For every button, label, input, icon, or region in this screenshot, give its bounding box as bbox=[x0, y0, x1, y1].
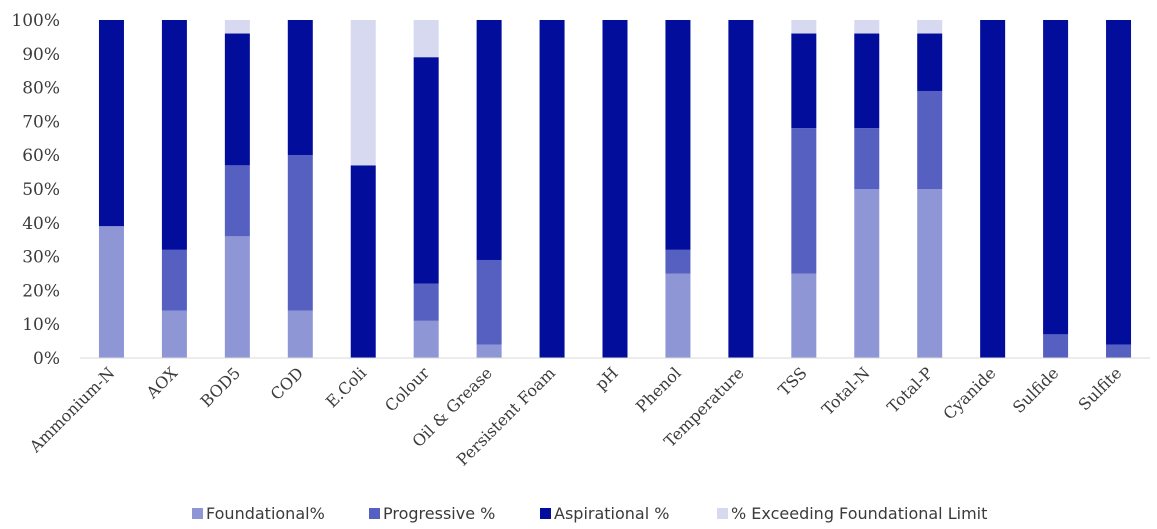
bar-segment bbox=[1043, 334, 1069, 358]
bar-segment bbox=[791, 33, 817, 129]
bar-segment bbox=[413, 57, 439, 284]
bar-segment bbox=[917, 33, 943, 91]
x-category-label: Total-N bbox=[818, 363, 874, 419]
x-category-label: E.Coli bbox=[322, 363, 370, 411]
legend-swatch bbox=[369, 508, 380, 519]
bar-segment bbox=[413, 320, 439, 358]
x-category-label: Ammonium-N bbox=[25, 363, 118, 456]
bar-segment bbox=[791, 128, 817, 274]
bar-segment bbox=[476, 344, 502, 358]
bar-segment bbox=[224, 20, 250, 34]
bar-segment bbox=[476, 259, 502, 345]
x-category-label: BOD5 bbox=[197, 363, 245, 411]
y-axis: 0% 10% 20% 30% 40% 50% 60% 70% 80% 90% 100% bbox=[11, 11, 60, 369]
y-tick-label: 60% bbox=[22, 146, 60, 166]
bar-segment bbox=[287, 155, 313, 311]
bar-segment bbox=[224, 33, 250, 166]
bar-segment bbox=[665, 273, 691, 358]
bar-segment bbox=[161, 249, 187, 311]
bar-segment bbox=[665, 20, 691, 250]
y-tick-label: 50% bbox=[22, 180, 60, 200]
bar-segment bbox=[1106, 20, 1132, 345]
bar-segment bbox=[917, 90, 943, 189]
bar-segment bbox=[1043, 20, 1069, 335]
y-tick-label: 100% bbox=[11, 11, 60, 31]
legend-swatch bbox=[540, 508, 551, 519]
bar-segment bbox=[602, 20, 628, 358]
bar-segment bbox=[161, 20, 187, 250]
bar-segment bbox=[224, 236, 250, 358]
bar-segment bbox=[854, 20, 880, 34]
bar-segment bbox=[854, 33, 880, 129]
x-category-label: Cyanide bbox=[939, 363, 999, 423]
x-category-label: TSS bbox=[774, 363, 810, 399]
bar-segment bbox=[980, 20, 1006, 358]
y-tick-label: 30% bbox=[22, 248, 60, 268]
y-tick-label: 20% bbox=[22, 281, 60, 301]
y-tick-label: 40% bbox=[22, 214, 60, 234]
bar-segment bbox=[917, 20, 943, 34]
bar-segment bbox=[161, 310, 187, 358]
bar-segment bbox=[350, 165, 376, 358]
bar-segment bbox=[413, 283, 439, 321]
legend-label: Aspirational % bbox=[554, 504, 669, 523]
y-tick-label: 0% bbox=[33, 349, 60, 369]
x-category-label: Sulfite bbox=[1074, 363, 1125, 414]
bar-segment bbox=[98, 20, 124, 227]
bar-segment bbox=[224, 165, 250, 237]
bar-segment bbox=[665, 249, 691, 274]
legend: Foundational% Progressive % Aspirational %… bbox=[192, 504, 987, 523]
x-category-label: pH bbox=[591, 363, 622, 394]
bar-segment bbox=[791, 273, 817, 358]
bar-segment bbox=[728, 20, 754, 358]
bar-segment bbox=[539, 20, 565, 358]
legend-swatch bbox=[192, 508, 203, 519]
legend-label: % Exceeding Foundational Limit bbox=[731, 504, 987, 523]
legend-label: Foundational% bbox=[206, 504, 325, 523]
bar-segment bbox=[917, 189, 943, 358]
bar-segment bbox=[413, 20, 439, 58]
bars-group bbox=[98, 20, 1132, 358]
x-category-label: Sulfide bbox=[1009, 363, 1063, 417]
bar-segment bbox=[854, 189, 880, 358]
bar-segment bbox=[287, 20, 313, 156]
legend-swatch bbox=[717, 508, 728, 519]
x-category-label: Phenol bbox=[632, 363, 685, 416]
legend-label: Progressive % bbox=[383, 504, 495, 523]
bar-segment bbox=[854, 128, 880, 189]
bar-segment bbox=[287, 310, 313, 358]
bar-segment bbox=[1106, 344, 1132, 358]
y-tick-label: 80% bbox=[22, 79, 60, 99]
bar-segment bbox=[476, 20, 502, 260]
x-category-label: Total-P bbox=[883, 363, 936, 416]
y-tick-label: 90% bbox=[22, 45, 60, 65]
y-tick-label: 10% bbox=[22, 315, 60, 335]
bar-segment bbox=[350, 20, 376, 166]
x-category-label: Colour bbox=[381, 363, 433, 415]
bar-segment bbox=[791, 20, 817, 34]
x-category-label: COD bbox=[267, 363, 307, 403]
bar-segment bbox=[98, 226, 124, 358]
y-tick-label: 70% bbox=[22, 112, 60, 132]
x-category-label: AOX bbox=[142, 363, 182, 403]
